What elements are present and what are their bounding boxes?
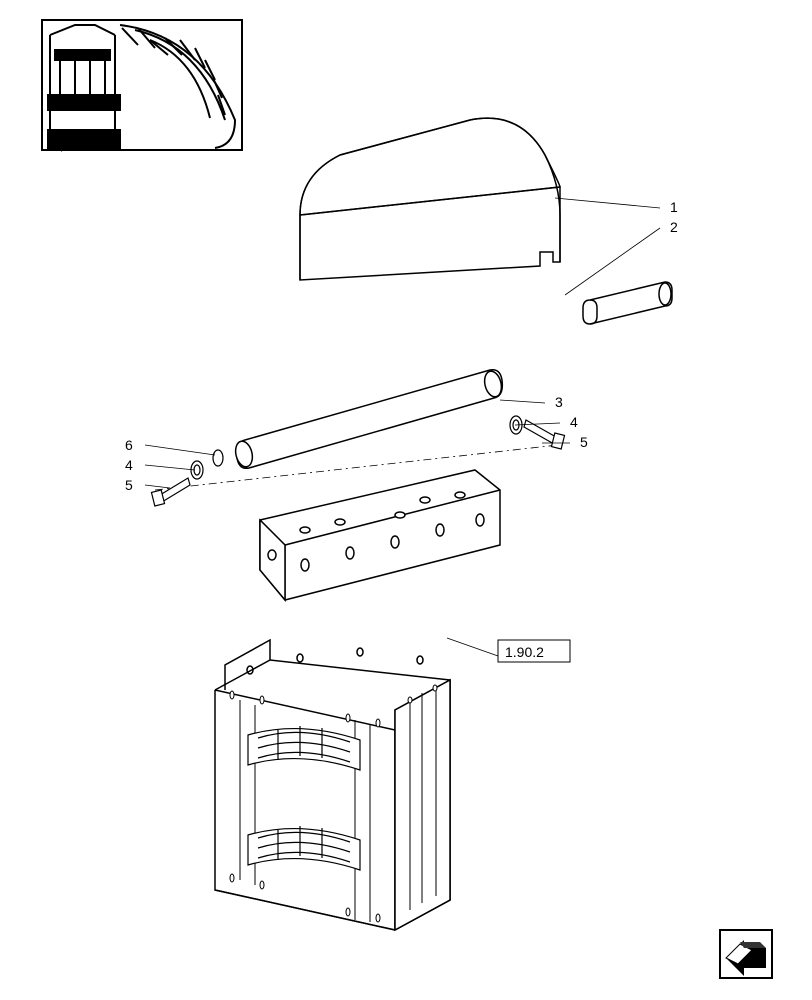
callout-6: 6 xyxy=(125,437,133,453)
callout-3: 3 xyxy=(555,394,563,410)
part-bolt-left xyxy=(151,450,223,506)
part-tray xyxy=(260,470,500,600)
callout-4r: 4 xyxy=(570,414,578,430)
parts-diagram: 1 2 3 4 5 6 4 5 1.90.2 xyxy=(0,0,812,1000)
reference-icon-topleft xyxy=(42,20,242,152)
callout-1: 1 xyxy=(670,199,678,215)
part-short-tube xyxy=(583,282,672,324)
part-step-body xyxy=(215,640,450,930)
part-bolt-right xyxy=(510,416,565,449)
reference-box: 1.90.2 xyxy=(498,640,570,662)
part-long-tube xyxy=(233,369,504,468)
callout-5r: 5 xyxy=(580,434,588,450)
callout-5l: 5 xyxy=(125,477,133,493)
reference-label: 1.90.2 xyxy=(505,644,544,660)
callout-2: 2 xyxy=(670,219,678,235)
callout-4l: 4 xyxy=(125,457,133,473)
reference-icon-bottomright xyxy=(720,930,772,978)
part-cover xyxy=(300,118,560,280)
